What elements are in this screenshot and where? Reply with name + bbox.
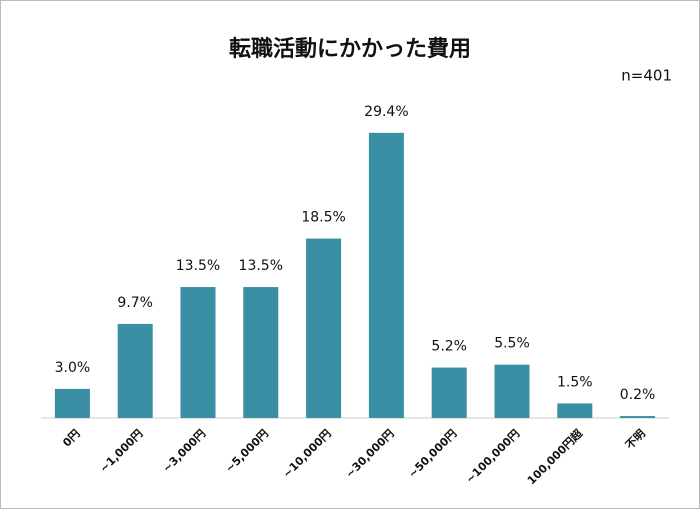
value-label: 3.0% (55, 360, 91, 376)
bar (368, 132, 404, 418)
bar (306, 238, 342, 418)
value-label: 1.5% (557, 374, 593, 390)
bar (243, 287, 279, 418)
value-label: 18.5% (301, 210, 345, 226)
value-label: 9.7% (117, 295, 153, 311)
bar (117, 323, 153, 418)
value-label: 5.2% (431, 339, 467, 355)
bar (431, 367, 467, 418)
chart-title: 転職活動にかかった費用 (229, 36, 471, 62)
annotation: n=401 (621, 67, 672, 85)
value-label: 29.4% (364, 104, 408, 120)
value-label: 13.5% (176, 258, 220, 274)
value-label: 13.5% (239, 258, 283, 274)
value-label: 5.5% (494, 336, 530, 352)
bar (557, 403, 593, 418)
bar (54, 388, 90, 418)
bar (180, 287, 216, 418)
value-label: 0.2% (620, 387, 656, 403)
bar (494, 364, 530, 418)
bar (620, 416, 656, 418)
